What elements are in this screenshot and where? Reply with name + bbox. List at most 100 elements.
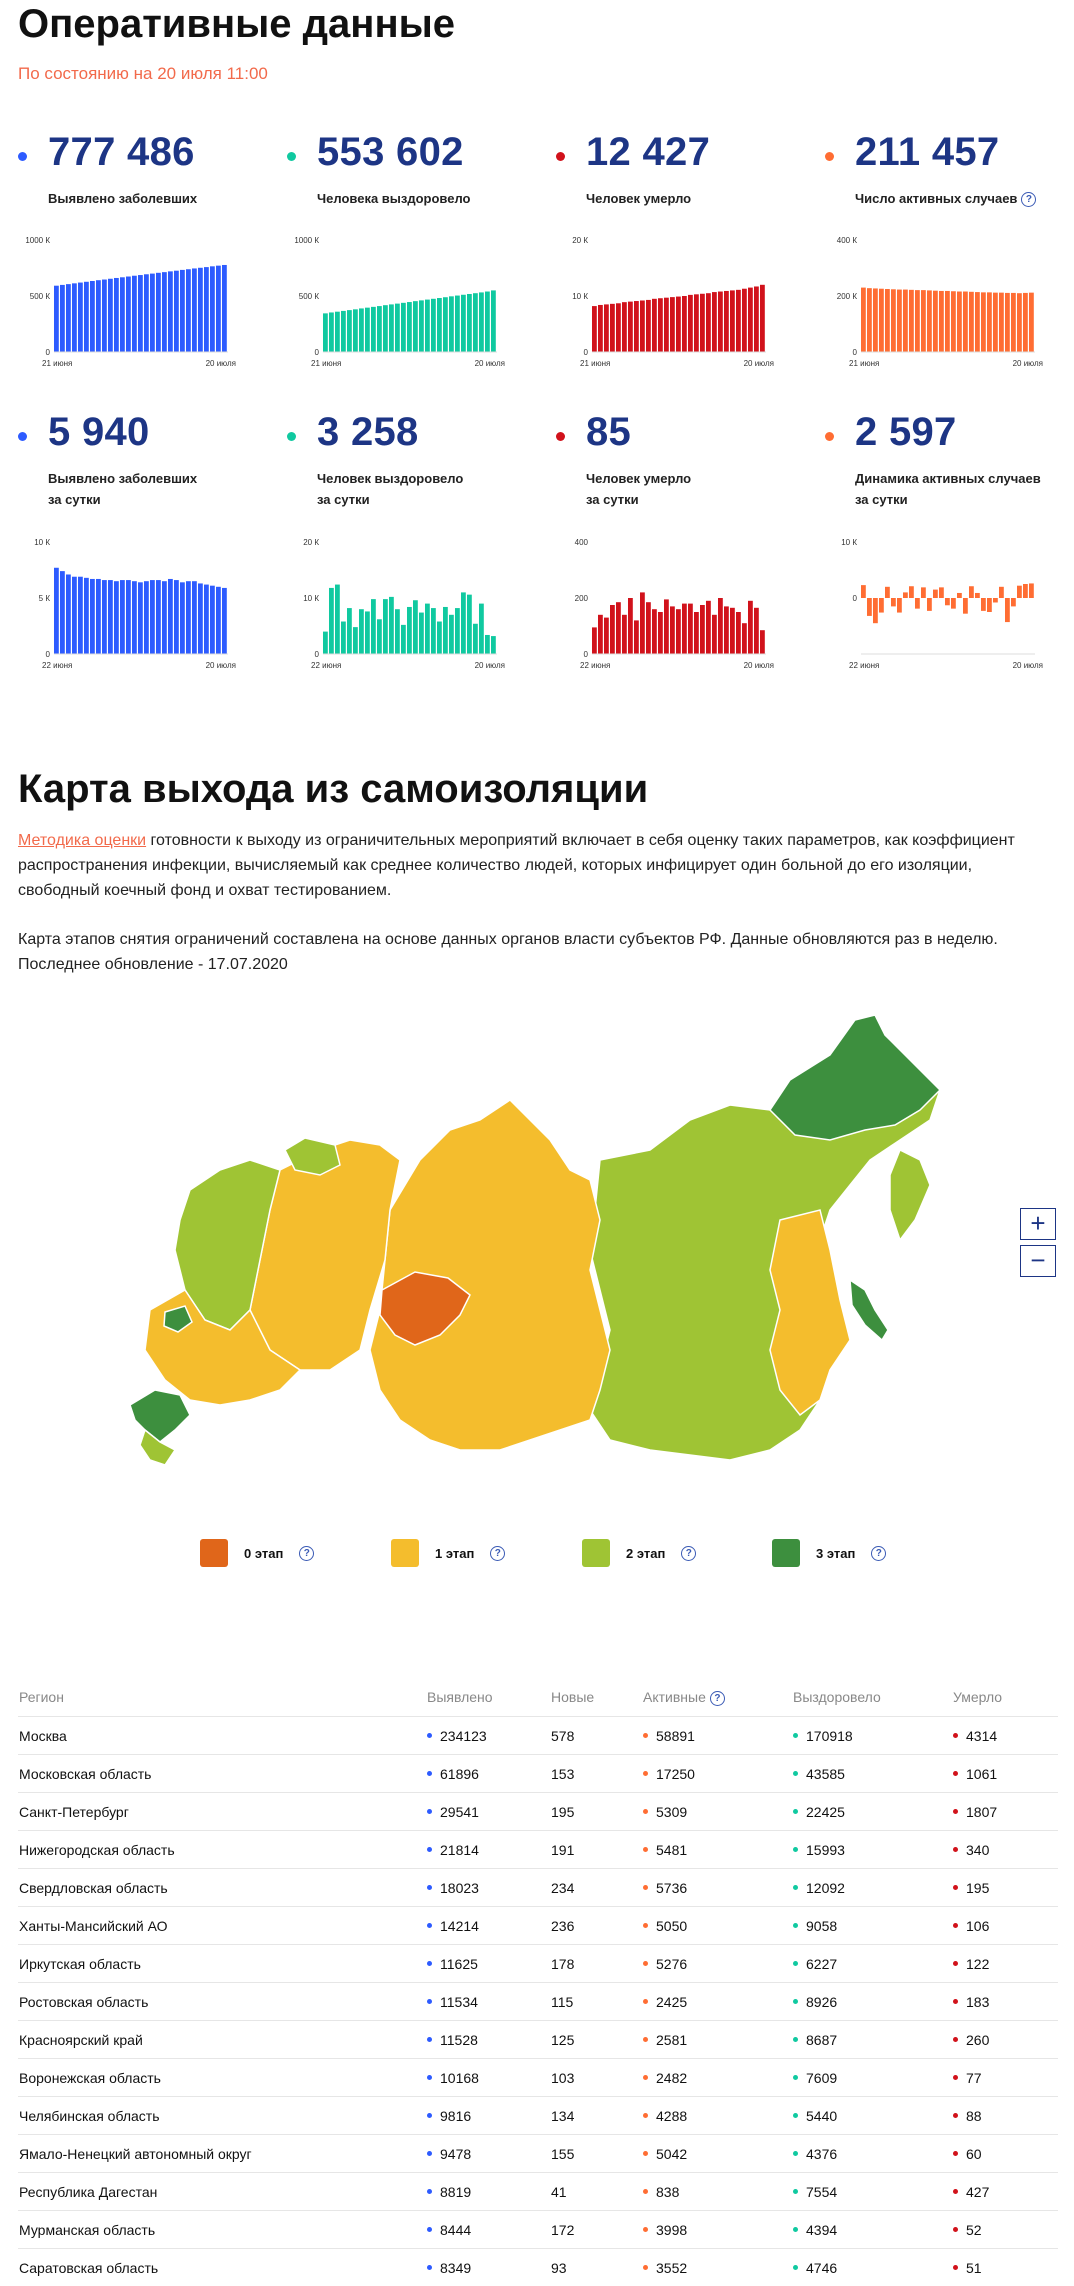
region-sakhalin[interactable] — [850, 1280, 888, 1340]
y-tick-label: 0 — [853, 348, 858, 357]
cell-deaths: 88 — [952, 2097, 1058, 2135]
bar — [222, 588, 227, 654]
cell-region: Нижегородская область — [18, 1831, 426, 1869]
methodology-link[interactable]: Методика оценки — [18, 832, 146, 849]
bar — [646, 602, 651, 654]
cell-deaths: 122 — [952, 1945, 1058, 1983]
cell-value: 58891 — [656, 1728, 695, 1744]
cell-value: 77 — [966, 2070, 982, 2086]
header-recovered[interactable]: Выздоровело — [792, 1678, 952, 1717]
help-icon[interactable]: ? — [1021, 192, 1036, 207]
header-region[interactable]: Регион — [18, 1678, 426, 1717]
cell-active: 5736 — [642, 1869, 792, 1907]
value-dot — [793, 2113, 798, 2118]
bar — [323, 632, 328, 654]
bar — [993, 598, 998, 602]
region-siberia[interactable] — [370, 1100, 610, 1450]
zoom-out-button[interactable]: − — [1020, 1245, 1056, 1277]
stat-value: 12 427 — [586, 130, 710, 175]
help-icon[interactable]: ? — [710, 1691, 725, 1706]
cell-value: 1061 — [966, 1766, 997, 1782]
zoom-in-button[interactable]: + — [1020, 1208, 1056, 1240]
y-tick-label: 10 К — [303, 594, 319, 603]
bar — [652, 609, 657, 654]
stat-label: Число активных случаев? — [855, 188, 1074, 209]
cell-confirmed: 11534 — [426, 1983, 550, 2021]
bar — [150, 274, 155, 352]
y-tick-label: 10 К — [572, 292, 588, 301]
stat-label-text: Человек выздоровело — [317, 471, 463, 486]
cell-deaths: 60 — [952, 2135, 1058, 2173]
bar — [879, 598, 884, 613]
cell-value: 5481 — [656, 1842, 687, 1858]
bar — [652, 299, 657, 352]
help-icon[interactable]: ? — [490, 1546, 505, 1561]
bar — [742, 289, 747, 352]
bar — [210, 266, 215, 352]
bar — [987, 292, 992, 352]
cell-value: 21814 — [440, 1842, 479, 1858]
bar — [706, 601, 711, 654]
bar — [329, 588, 334, 654]
bar — [670, 606, 675, 654]
cell-value: 29541 — [440, 1804, 479, 1820]
bar — [598, 305, 603, 352]
value-dot — [953, 2037, 958, 2042]
bar — [401, 625, 406, 654]
header-deaths[interactable]: Умерло — [952, 1678, 1058, 1717]
region-khabarovsk[interactable] — [770, 1210, 850, 1415]
region-kamchatka[interactable] — [890, 1150, 930, 1240]
bar — [329, 312, 334, 352]
bar — [485, 635, 490, 654]
bar — [1023, 584, 1028, 598]
help-icon[interactable]: ? — [299, 1546, 314, 1561]
value-dot — [643, 1885, 648, 1890]
header-new[interactable]: Новые — [550, 1678, 642, 1717]
cell-value: 122 — [966, 1956, 989, 1972]
legend-label: 2 этап — [626, 1546, 665, 1561]
bar — [78, 283, 83, 352]
russia-map[interactable] — [130, 1010, 960, 1510]
cell-value: 10168 — [440, 2070, 479, 2086]
bar — [371, 599, 376, 654]
cell-region: Саратовская область — [18, 2249, 426, 2286]
cell-region: Челябинская область — [18, 2097, 426, 2135]
value-dot — [427, 2227, 432, 2232]
legend-stage-1: 1 этап? — [391, 1539, 505, 1567]
bar — [879, 289, 884, 352]
bar — [126, 580, 131, 654]
header-active[interactable]: Активные? — [642, 1678, 792, 1717]
stat-label-period: за сутки — [48, 492, 101, 507]
cell-value: 43585 — [806, 1766, 845, 1782]
cell-recovered: 15993 — [792, 1831, 952, 1869]
cell-deaths: 4314 — [952, 1717, 1058, 1755]
bar — [413, 600, 418, 654]
bar — [981, 598, 986, 611]
header-confirmed[interactable]: Выявлено — [426, 1678, 550, 1717]
cell-region: Ямало-Ненецкий автономный округ — [18, 2135, 426, 2173]
bar — [365, 611, 370, 654]
cell-value: 340 — [966, 1842, 989, 1858]
value-dot — [643, 2227, 648, 2232]
cell-confirmed: 11625 — [426, 1945, 550, 1983]
value-dot — [793, 1733, 798, 1738]
bar — [365, 308, 370, 352]
bar — [867, 288, 872, 352]
help-icon[interactable]: ? — [681, 1546, 696, 1561]
cell-value: 18023 — [440, 1880, 479, 1896]
bar — [353, 309, 358, 352]
bar — [927, 598, 932, 611]
value-dot — [953, 2113, 958, 2118]
region-south[interactable] — [130, 1390, 190, 1442]
bar — [174, 580, 179, 654]
bar — [377, 619, 382, 654]
help-icon[interactable]: ? — [871, 1546, 886, 1561]
cell-value: 11534 — [440, 1994, 478, 2010]
